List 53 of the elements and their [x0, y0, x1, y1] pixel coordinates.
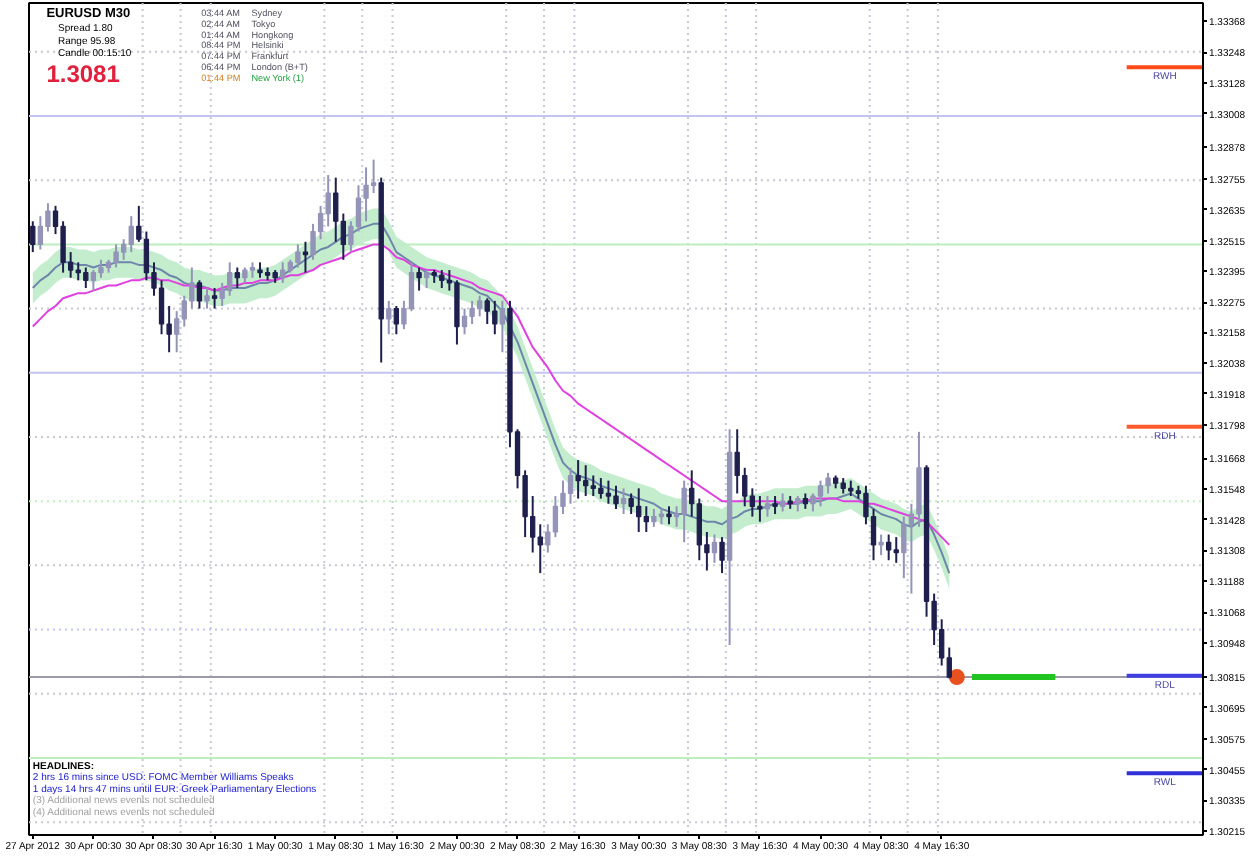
candlestick: [196, 279, 203, 310]
candlestick: [711, 533, 718, 564]
candlestick: [333, 176, 339, 243]
candlestick: [386, 299, 392, 336]
candlestick: [416, 266, 422, 292]
candlestick: [227, 261, 233, 297]
candlestick: [280, 261, 286, 284]
candlestick: [598, 477, 604, 500]
candlestick: [83, 266, 89, 290]
candlestick: [893, 536, 899, 564]
candlestick: [302, 240, 309, 274]
candlestick: [583, 464, 589, 498]
candlestick: [567, 466, 574, 505]
candlestick: [643, 505, 649, 533]
candlestick: [295, 243, 301, 269]
candlestick: [113, 243, 119, 269]
candlestick: [605, 479, 612, 505]
candlestick: [764, 495, 771, 518]
candlestick: [552, 495, 559, 539]
candlestick: [363, 166, 369, 223]
candlestick: [158, 279, 165, 336]
candlestick: [234, 266, 240, 290]
candlestick: [719, 536, 725, 575]
candlestick: [454, 279, 460, 346]
annotation: 1.3081: [46, 60, 121, 89]
candlestick: [211, 287, 218, 310]
candlestick: [204, 287, 210, 310]
candlestick: [620, 487, 627, 516]
candlestick: [37, 215, 44, 251]
candlestick: [370, 158, 377, 195]
candlestick: [476, 294, 483, 318]
candlestick: [613, 484, 619, 510]
candlestick: [628, 492, 634, 516]
candlestick: [590, 474, 596, 498]
candlestick: [537, 523, 543, 575]
candlestick: [757, 495, 763, 523]
candlestick: [30, 220, 36, 254]
candlestick: [143, 230, 150, 282]
candlestick: [128, 215, 134, 254]
candlestick: [681, 479, 687, 544]
candlestick: [916, 430, 922, 528]
candlestick: [461, 307, 468, 336]
candlestick: [575, 459, 581, 500]
candlestick: [393, 305, 400, 336]
candlestick: [636, 487, 642, 533]
candlestick: [734, 428, 740, 495]
candlestick: [817, 479, 824, 508]
candlestick: [885, 533, 892, 562]
candlestick: [484, 297, 490, 325]
candlestick: [90, 269, 97, 292]
candlestick: [499, 299, 506, 354]
candlestick: [878, 533, 884, 557]
candlestick: [492, 299, 498, 336]
